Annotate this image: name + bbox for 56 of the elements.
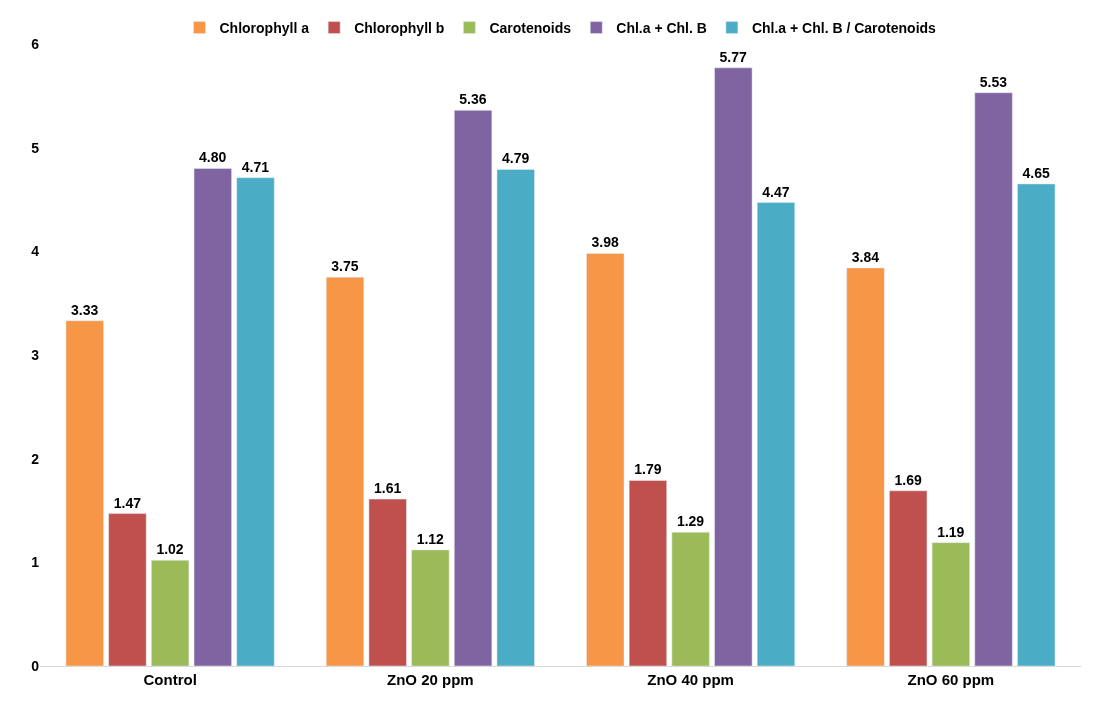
bar [846,267,885,666]
y-tick-label: 3 [31,346,40,363]
bar [1017,183,1056,666]
data-label: 1.29 [676,513,705,530]
data-label: 1.12 [416,530,445,547]
bar [628,480,667,666]
legend-label: Chlorophyll b [354,20,445,37]
y-tick-label: 6 [31,35,40,52]
y-tick-label: 0 [31,657,40,674]
bar [714,67,753,666]
data-label: 5.53 [979,73,1008,90]
bar [193,168,232,666]
bar [671,532,710,666]
x-tick-label: ZnO 60 ppm [907,671,995,688]
bar [974,92,1013,666]
legend-label: Chl.a + Chl. B [616,20,707,37]
bar [65,320,104,666]
data-label: 5.77 [719,48,748,65]
bar [236,177,275,666]
x-tick-label: Control [143,671,197,688]
data-label: 1.61 [373,480,402,497]
data-label: 1.47 [113,494,142,511]
bar [454,110,493,666]
data-label: 3.33 [71,301,99,318]
bar [931,542,970,666]
data-label: 3.75 [331,258,359,275]
data-label: 1.19 [937,523,965,540]
y-tick-label: 5 [31,139,40,156]
bar [108,513,147,666]
bar [756,202,796,666]
x-tick-label: ZnO 40 ppm [647,671,734,688]
data-label: 4.79 [502,150,530,167]
bar [496,169,535,666]
data-label: 4.80 [199,149,227,166]
bar [411,549,450,666]
data-label: 1.69 [894,471,922,488]
legend-label: Chlorophyll a [219,20,310,37]
bar [151,560,190,666]
bar [368,498,407,666]
legend-label: Carotenoids [489,20,572,37]
bar [586,253,625,666]
data-label: 3.84 [851,248,880,265]
bar [325,277,365,666]
data-label: 5.36 [459,91,487,108]
y-tick-label: 1 [31,554,40,571]
data-label: 3.98 [591,234,619,251]
data-label: 4.47 [762,183,790,200]
legend-label: Chl.a + Chl. B / Carotenoids [751,20,937,37]
data-label: 1.02 [156,541,184,558]
y-tick-label: 4 [31,243,40,260]
x-tick-label: ZnO 20 ppm [387,671,474,688]
data-label: 4.65 [1022,164,1050,181]
bar [889,490,928,666]
data-label: 1.79 [634,461,662,478]
y-tick-label: 2 [31,450,40,467]
data-label: 4.71 [241,158,270,175]
